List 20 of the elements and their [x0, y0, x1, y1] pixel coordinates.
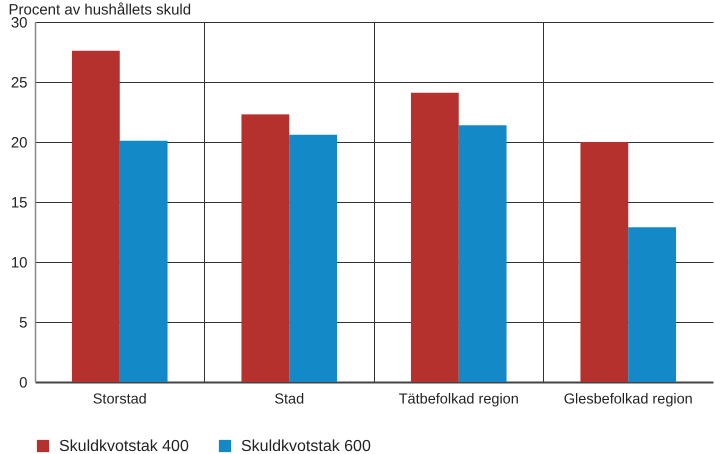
- y-tick-label: 25: [10, 74, 28, 92]
- bar: [580, 142, 628, 382]
- bar: [289, 134, 338, 382]
- y-tick-label: 15: [10, 194, 28, 212]
- y-tick-label: 10: [10, 254, 28, 272]
- y-tick-label: 0: [19, 374, 28, 392]
- x-tick-label: Stad: [274, 392, 304, 408]
- bar: [241, 114, 290, 382]
- legend-label: Skuldkvotstak 400: [59, 438, 189, 454]
- y-tick-label: 5: [19, 314, 28, 332]
- x-tick-label: Storstad: [92, 392, 147, 408]
- bar: [458, 125, 507, 382]
- bar: [410, 92, 459, 382]
- bar: [628, 227, 676, 382]
- legend-label: Skuldkvotstak 600: [241, 438, 371, 454]
- bar: [120, 140, 168, 382]
- x-tick-label: Glesbefolkad region: [564, 392, 693, 408]
- x-tick-label: Tätbefolkad region: [398, 392, 519, 408]
- bar: [72, 50, 120, 382]
- y-tick-label: 20: [10, 134, 28, 152]
